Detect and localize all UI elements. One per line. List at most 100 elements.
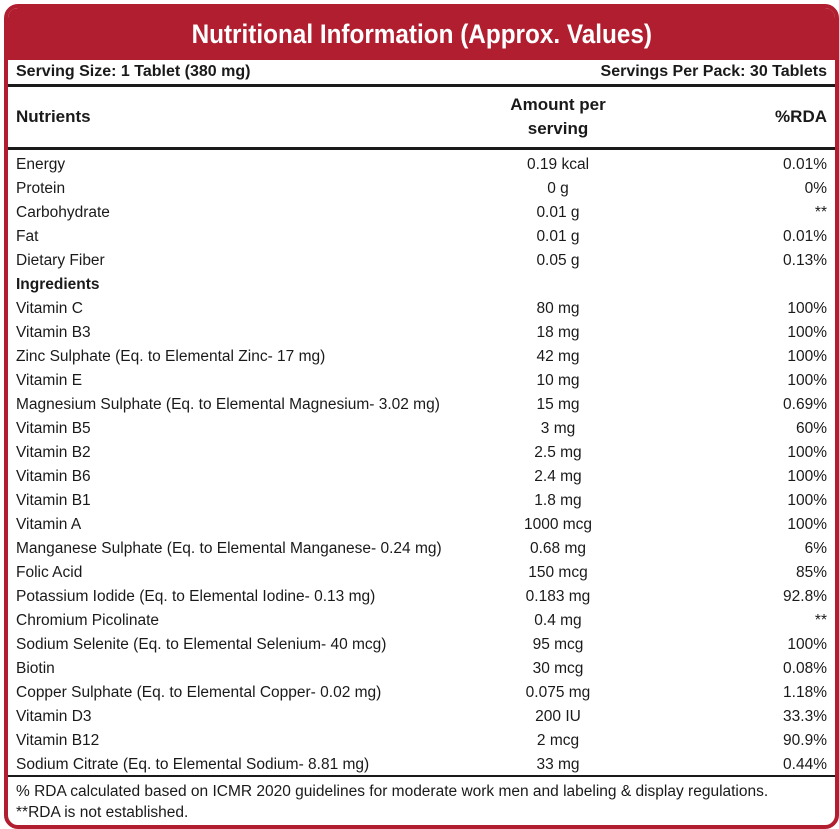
nutrient-name: Sodium Selenite (Eq. to Elemental Seleni… [16, 636, 387, 653]
nutrient-rows: Energy 0.19 kcal 0.01% Protein 0 g 0% Carbohyd… [8, 153, 835, 273]
rda-value: 100% [787, 372, 827, 389]
table-row: Sodium Selenite (Eq. to Elemental Seleni… [8, 633, 835, 657]
table-row: Potassium Iodide (Eq. to Elemental Iodin… [8, 585, 835, 609]
nutrient-name: Fat [16, 228, 39, 245]
rda-value: 85% [795, 564, 827, 581]
amount-per-serving: 200 IU [535, 708, 581, 725]
amount-per-serving: 15 mg [536, 396, 580, 413]
table-row: Folic Acid 150 mcg 85% [8, 561, 835, 585]
rda-value: 0.08% [783, 660, 827, 677]
amount-per-serving: 0.4 mg [534, 612, 582, 629]
amount-per-serving: 1000 mcg [523, 516, 593, 533]
table-row: Biotin 30 mcg 0.08% [8, 657, 835, 681]
rda-value: 33.3% [783, 708, 827, 725]
rda-value: 60% [795, 420, 827, 437]
footnotes: % RDA calculated based on ICMR 2020 guid… [8, 775, 835, 825]
table-row: Vitamin B12 2 mcg 90.9% [8, 729, 835, 753]
rda-value: 100% [787, 636, 827, 653]
amount-per-serving: 2 mcg [536, 732, 580, 749]
ingredients-heading: Ingredients [16, 276, 100, 293]
rda-value: 0.01% [783, 156, 827, 173]
amount-per-serving: 2.5 mg [534, 444, 582, 461]
rda-value: 100% [787, 300, 827, 317]
nutrient-name: Vitamin A [16, 516, 82, 533]
table-row: Vitamin C 80 mg 100% [8, 297, 835, 321]
table-row: Copper Sulphate (Eq. to Elemental Copper… [8, 681, 835, 705]
rda-value: 100% [787, 516, 827, 533]
amount-per-serving: 2.4 mg [534, 468, 582, 485]
amount-per-serving: 0.05 g [536, 252, 580, 269]
nutrient-name: Dietary Fiber [16, 252, 105, 269]
amount-per-serving: 95 mcg [532, 636, 584, 653]
footnote-rda-basis: % RDA calculated based on ICMR 2020 guid… [16, 783, 769, 800]
page-title: Nutritional Information (Approx. Values) [191, 18, 652, 49]
rda-value: ** [814, 204, 827, 221]
servings-per-pack: Servings Per Pack: 30 Tablets [600, 63, 827, 80]
nutrition-panel: Nutritional Information (Approx. Values)… [4, 4, 839, 829]
rda-value: 0.01% [783, 228, 827, 245]
rda-value: 100% [787, 492, 827, 509]
table-row: Zinc Sulphate (Eq. to Elemental Zinc- 17… [8, 345, 835, 369]
amount-per-serving: 80 mg [536, 300, 580, 317]
table-row: Vitamin B3 18 mg 100% [8, 321, 835, 345]
rda-value: 0.44% [783, 756, 827, 773]
rda-value: 6% [804, 540, 827, 557]
amount-per-serving: 0.075 mg [525, 684, 591, 701]
amount-header-line2: serving [527, 119, 589, 138]
table-row: Vitamin B1 1.8 mg 100% [8, 489, 835, 513]
amount-per-serving: 42 mg [536, 348, 580, 365]
footnote-rda-not-established: **RDA is not established. [16, 804, 189, 821]
nutrient-name: Vitamin E [16, 372, 83, 389]
rda-value: 92.8% [783, 588, 827, 605]
rda-value: 0.13% [783, 252, 827, 269]
amount-per-serving: 0.183 mg [525, 588, 591, 605]
serving-size: Serving Size: 1 Tablet (380 mg) [16, 63, 251, 80]
nutrient-name: Copper Sulphate (Eq. to Elemental Copper… [16, 684, 382, 701]
amount-per-serving: 30 mcg [532, 660, 584, 677]
table-row: Sodium Citrate (Eq. to Elemental Sodium-… [8, 753, 835, 777]
nutrient-name: Vitamin B3 [16, 324, 91, 341]
rda-value: 1.18% [783, 684, 827, 701]
table-row: Vitamin B2 2.5 mg 100% [8, 441, 835, 465]
table-row: Magnesium Sulphate (Eq. to Elemental Mag… [8, 393, 835, 417]
nutrient-name: Energy [16, 156, 66, 173]
nutrient-name: Manganese Sulphate (Eq. to Elemental Man… [16, 540, 442, 557]
table-row: Vitamin A 1000 mcg 100% [8, 513, 835, 537]
serving-info: Serving Size: 1 Tablet (380 mg) Servings… [8, 60, 835, 87]
table-row: Manganese Sulphate (Eq. to Elemental Man… [8, 537, 835, 561]
nutrient-name: Sodium Citrate (Eq. to Elemental Sodium-… [16, 756, 370, 773]
nutrient-name: Chromium Picolinate [16, 612, 159, 629]
rda-value: ** [814, 612, 827, 629]
amount-per-serving: 150 mcg [528, 564, 588, 581]
amount-per-serving: 1.8 mg [534, 492, 582, 509]
amount-per-serving: 3 mg [540, 420, 576, 437]
nutrient-name: Potassium Iodide (Eq. to Elemental Iodin… [16, 588, 376, 605]
nutrient-name: Vitamin B1 [16, 492, 91, 509]
table-row: Dietary Fiber 0.05 g 0.13% [8, 249, 835, 273]
rda-value: 100% [787, 468, 827, 485]
nutrient-name: Protein [16, 180, 66, 197]
nutrient-name: Carbohydrate [16, 204, 110, 221]
amount-per-serving: 18 mg [536, 324, 580, 341]
nutrient-table-body: Energy 0.19 kcal 0.01% Protein 0 g 0% Carbohyd… [8, 150, 835, 777]
amount-per-serving: 0.01 g [536, 228, 580, 245]
table-row: Vitamin D3 200 IU 33.3% [8, 705, 835, 729]
rda-column-header: %RDA [775, 107, 827, 126]
title-bar: Nutritional Information (Approx. Values) [8, 8, 835, 60]
column-headers: Nutrients Amount per serving %RDA [8, 87, 835, 150]
ingredient-rows: Vitamin C 80 mg 100% Vitamin B3 18 mg 100% Zin… [8, 297, 835, 777]
nutrient-name: Magnesium Sulphate (Eq. to Elemental Mag… [16, 396, 440, 413]
nutrients-column-header: Nutrients [16, 107, 91, 126]
nutrient-name: Zinc Sulphate (Eq. to Elemental Zinc- 17… [16, 348, 326, 365]
table-row: Carbohydrate 0.01 g ** [8, 201, 835, 225]
nutrient-name: Vitamin B12 [16, 732, 100, 749]
nutrient-name: Vitamin B5 [16, 420, 91, 437]
table-row: Protein 0 g 0% [8, 177, 835, 201]
rda-value: 90.9% [783, 732, 827, 749]
nutrient-name: Folic Acid [16, 564, 83, 581]
rda-value: 0.69% [783, 396, 827, 413]
nutrient-name: Vitamin B2 [16, 444, 91, 461]
amount-per-serving: 0 g [547, 180, 569, 197]
table-row: Vitamin E 10 mg 100% [8, 369, 835, 393]
rda-value: 0% [804, 180, 827, 197]
